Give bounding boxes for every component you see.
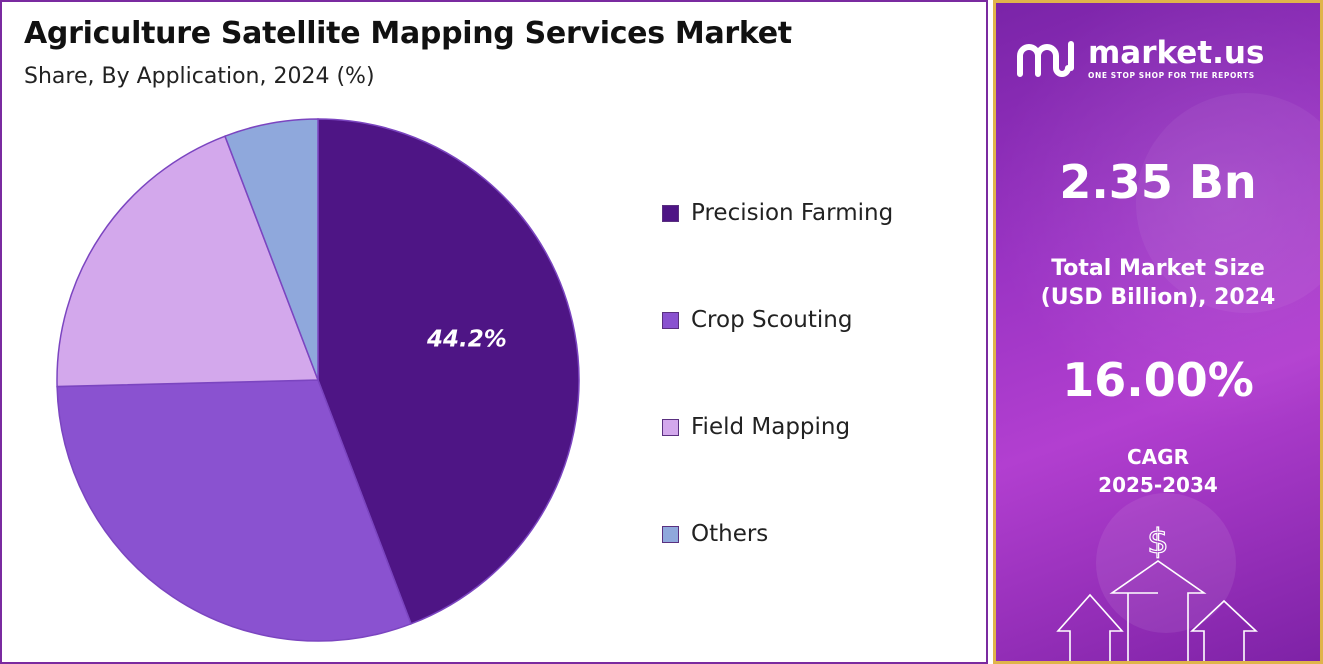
legend-swatch [662, 311, 679, 329]
market-size-label-line1: Total Market Size [1051, 256, 1265, 281]
chart-title: Agriculture Satellite Mapping Services M… [24, 16, 792, 51]
legend-label: Crop Scouting [691, 307, 853, 333]
background-decoration [1096, 93, 1320, 633]
dollar-icon: $ [1147, 522, 1169, 562]
growth-arrows-icon: $ [1056, 521, 1259, 661]
chart-panel: Agriculture Satellite Mapping Services M… [0, 0, 988, 664]
legend-item: Precision Farming [662, 200, 893, 226]
chart-subtitle: Share, By Application, 2024 (%) [24, 64, 375, 89]
pie-slice-crop-scouting [56, 379, 412, 642]
pie-chart: 44.2% [56, 118, 580, 642]
legend-label: Precision Farming [691, 200, 894, 226]
summary-panel: market.us ONE STOP SHOP FOR THE REPORTS … [993, 0, 1323, 664]
cagr-label-line2: 2025-2034 [1098, 473, 1218, 497]
pie-slice-field-mapping [56, 135, 320, 388]
cagr-value: 16.00% [1062, 353, 1254, 407]
slice-data-label: 44.2% [426, 327, 507, 353]
brand-name: market.us [1088, 35, 1265, 71]
pie-slice-others [224, 118, 319, 381]
legend-label: Others [691, 521, 769, 547]
legend-item: Crop Scouting [662, 307, 852, 333]
legend-swatch [662, 204, 679, 222]
legend-label: Field Mapping [691, 414, 851, 440]
pie-slice-precision-farming [317, 118, 580, 625]
brand-logo-block: market.us ONE STOP SHOP FOR THE REPORTS [1016, 37, 1264, 80]
legend-swatch [662, 525, 679, 543]
legend-swatch [662, 418, 679, 436]
legend-item: Others [662, 521, 768, 547]
market-size-value: 2.35 Bn [1059, 155, 1257, 209]
market-size-label-line2: (USD Billion), 2024 [1040, 285, 1276, 310]
market-us-logo-icon [1017, 40, 1074, 77]
cagr-label-line1: CAGR [1127, 445, 1189, 469]
brand-tagline: ONE STOP SHOP FOR THE REPORTS [1088, 71, 1255, 80]
legend-item: Field Mapping [662, 414, 850, 440]
